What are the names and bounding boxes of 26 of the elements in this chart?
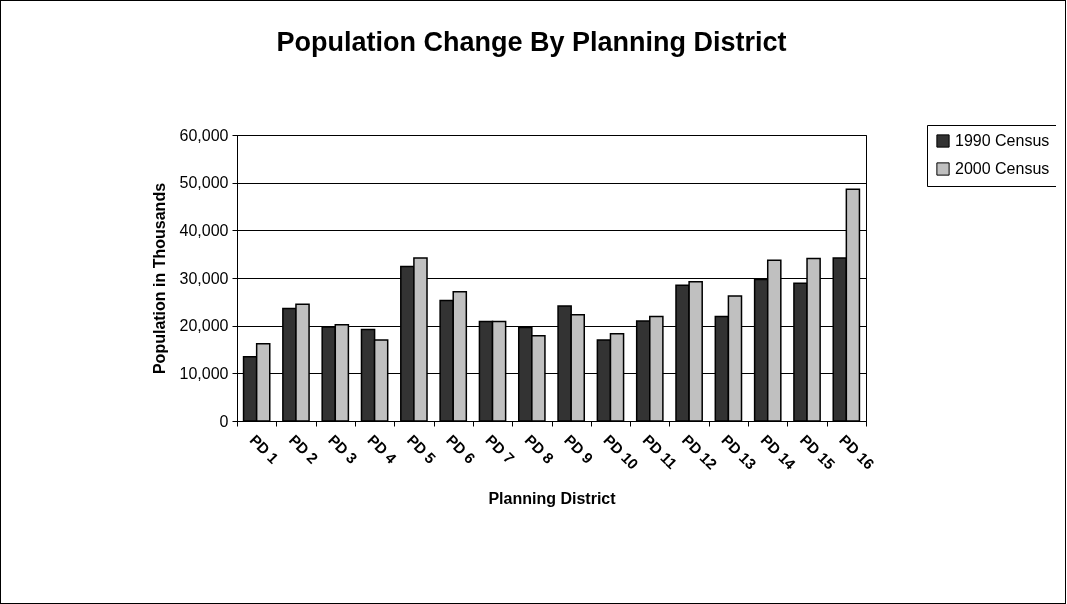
legend-label: 1990 Census [955,132,1050,149]
x-tick-label: PD 13 [718,431,760,473]
x-tick-label: PD 4 [364,431,401,468]
legend-label: 2000 Census [955,160,1050,177]
x-tick-label: PD 1 [246,431,283,467]
chart-title: Population Change By Planning District [276,26,787,57]
x-tick-label: PD 5 [403,431,440,467]
x-tick-label: PD 11 [639,431,681,473]
y-tick-label: 50,000 [179,174,229,192]
y-tick-label: 60,000 [179,126,229,144]
x-tick-label: PD 12 [678,431,721,473]
y-axis-title: Population in Thousands [150,182,168,375]
x-tick-label: PD 10 [600,431,642,473]
y-tick-label: 40,000 [179,221,229,239]
x-tick-label: PD 2 [285,431,322,467]
x-axis-title: Planning District [488,489,617,507]
y-tick-label: 30,000 [179,269,229,287]
y-tick-label: 0 [219,412,229,430]
x-tick-label: PD 7 [482,431,519,467]
x-tick-label: PD 9 [561,431,597,467]
x-tick-label: PD 6 [443,431,479,467]
x-tick-label: PD 3 [325,431,361,467]
y-tick-label: 10,000 [179,364,229,382]
x-tick-label: PD 8 [521,431,558,467]
y-tick-label: 20,000 [179,317,229,335]
x-tick-label: PD 16 [836,431,878,473]
